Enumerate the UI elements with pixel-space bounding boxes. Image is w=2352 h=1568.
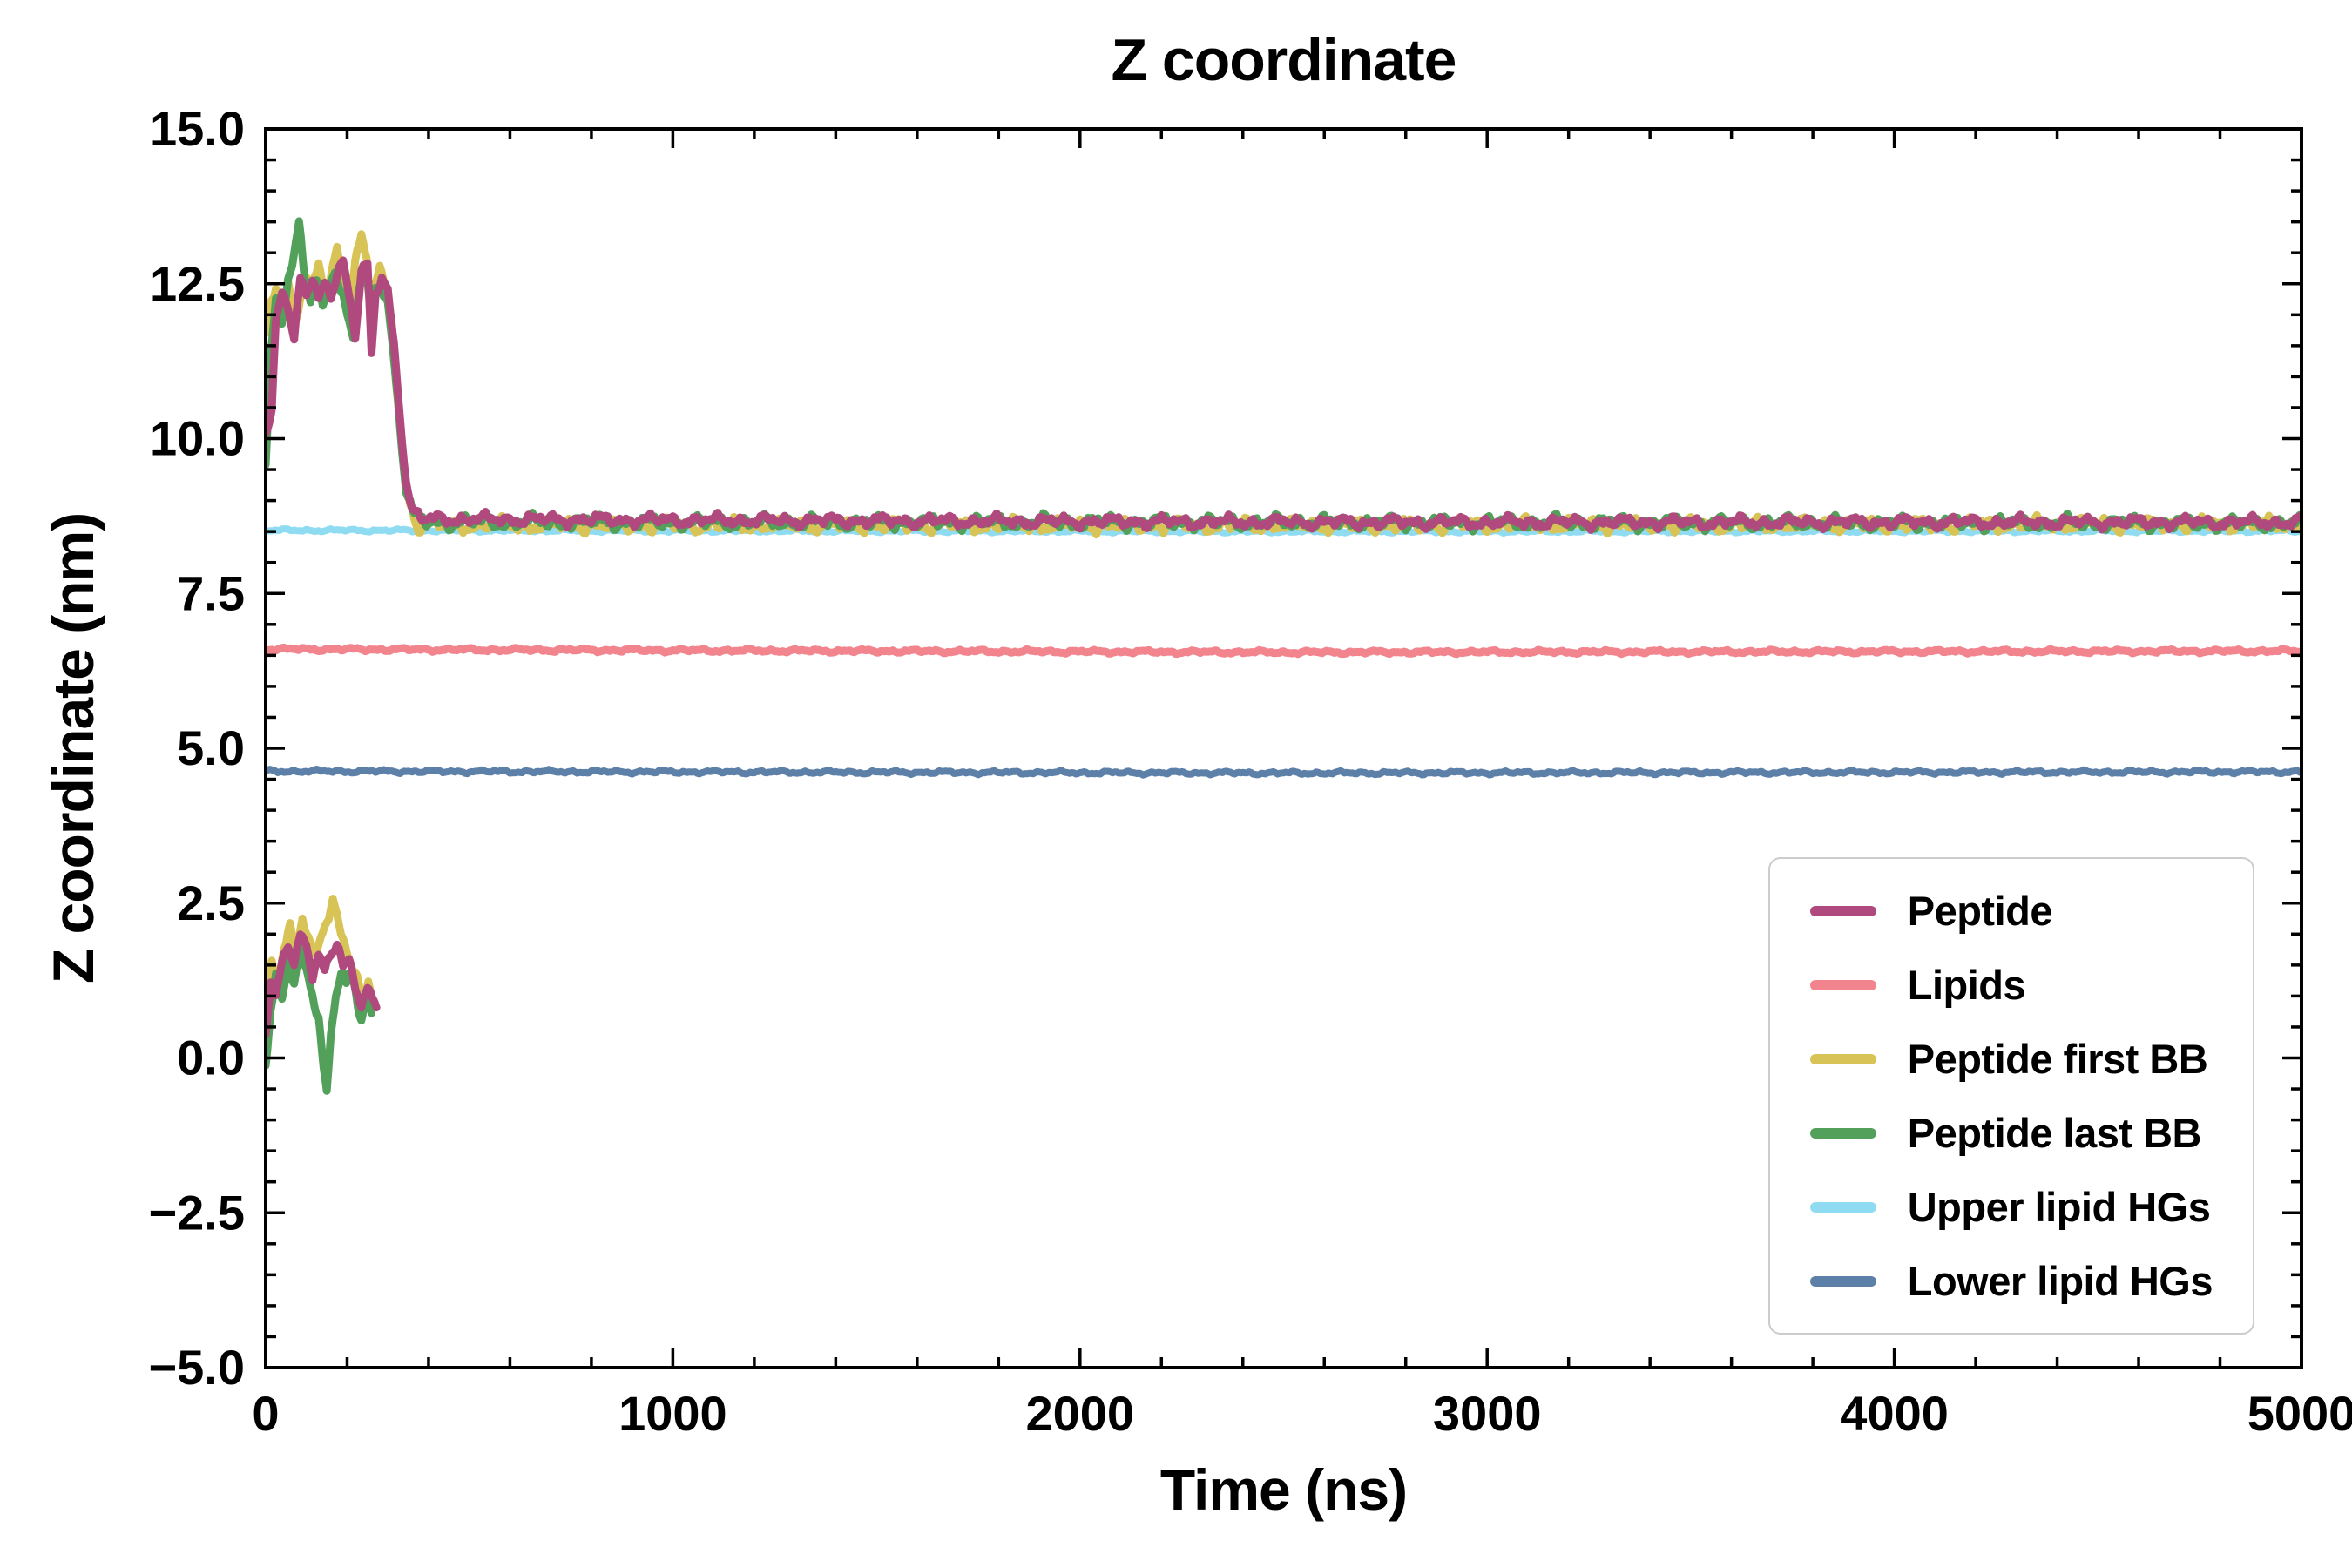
legend-label: Lipids — [1907, 962, 2026, 1008]
legend-swatch — [1809, 1053, 1876, 1064]
legend-item: Peptide first BB — [1809, 1036, 2213, 1082]
legend-swatch — [1809, 905, 1876, 916]
x-tick-label: 1000 — [618, 1386, 727, 1441]
y-tick-label: 5.0 — [177, 720, 245, 775]
legend-swatch — [1809, 1275, 1876, 1287]
legend-item: Lipids — [1809, 962, 2213, 1008]
y-tick-label: 2.5 — [177, 875, 245, 930]
y-tick-label: −5.0 — [148, 1340, 245, 1395]
legend-label: Peptide — [1907, 888, 2053, 934]
x-tick-label: 0 — [252, 1386, 279, 1441]
legend-label: Peptide last BB — [1907, 1110, 2202, 1156]
y-tick-label: 10.0 — [150, 411, 245, 466]
legend-item: Peptide last BB — [1809, 1110, 2213, 1156]
legend-swatch — [1809, 979, 1876, 990]
legend-swatch — [1809, 1201, 1876, 1213]
y-tick-label: 15.0 — [150, 101, 245, 156]
legend-label: Lower lipid HGs — [1907, 1258, 2213, 1304]
y-tick-label: 7.5 — [177, 565, 245, 620]
series-line-peptide — [266, 930, 381, 1038]
series-line-peptide-last-bb — [266, 217, 2301, 536]
chart-title: Z coordinate — [1111, 27, 1456, 93]
series-line-peptide-first-bb — [266, 230, 2301, 539]
series-line-lipids — [266, 643, 2301, 659]
legend-swatch — [1809, 1127, 1876, 1139]
legend-label: Upper lipid HGs — [1907, 1184, 2211, 1230]
x-tick-label: 5000 — [2247, 1386, 2352, 1441]
series-line-peptide — [266, 256, 2301, 534]
legend-item: Peptide — [1809, 888, 2213, 934]
legend-label: Peptide first BB — [1907, 1036, 2208, 1082]
y-tick-label: 12.5 — [150, 256, 245, 311]
series-line-lower-lipid-hgs — [266, 766, 2301, 779]
legend-item: Upper lipid HGs — [1809, 1184, 2213, 1230]
x-tick-label: 4000 — [1840, 1386, 1949, 1441]
x-axis-label: Time (ns) — [1159, 1457, 1408, 1522]
y-tick-label: 0.0 — [177, 1031, 245, 1085]
y-tick-label: −2.5 — [148, 1185, 245, 1240]
x-tick-label: 3000 — [1433, 1386, 1542, 1441]
x-tick-label: 2000 — [1026, 1386, 1135, 1441]
legend: Peptide Lipids Peptide first BB Peptide las… — [1767, 857, 2254, 1335]
legend-item: Lower lipid HGs — [1809, 1258, 2213, 1304]
